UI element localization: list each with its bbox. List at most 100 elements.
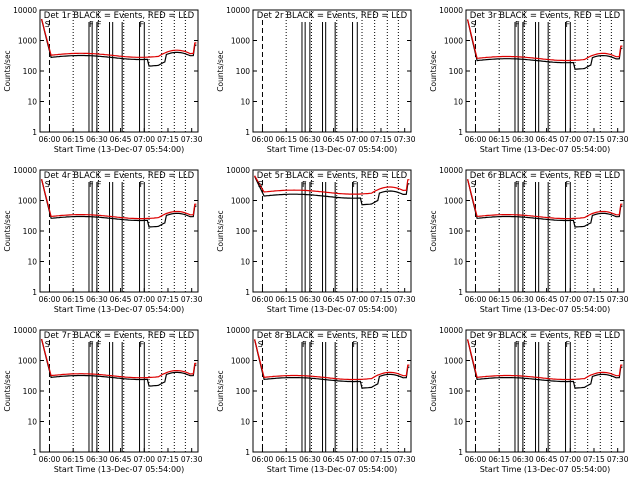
panel-det-8: Det 8r BLACK = Events, RED = LLD 1 10 100 10… (216, 326, 416, 474)
panel-title: Det 5r BLACK = Events, RED = LLD (257, 171, 408, 181)
x-tick-label: 07:15 (583, 455, 605, 464)
y-tick-label: 10 (240, 258, 250, 267)
x-tick-label: 07:00 (346, 135, 368, 144)
x-tick-label: 07:30 (607, 295, 629, 304)
x-tick-label: 07:30 (607, 455, 629, 464)
flag-mark: S (45, 340, 50, 349)
x-tick-label: 07:30 (394, 295, 416, 304)
panel-title: Det 6r BLACK = Events, RED = LLD (470, 171, 621, 181)
flag-mark: F (97, 340, 102, 349)
y-tick-label: 1 (245, 448, 250, 457)
flag-mark: F (353, 180, 358, 189)
y-tick-label: 100 (236, 227, 251, 236)
x-tick-label: 07:30 (394, 135, 416, 144)
y-axis-label: Counts/sec (429, 370, 438, 411)
events-curve (467, 19, 623, 70)
x-tick-label: 07:00 (346, 455, 368, 464)
x-tick-label: 06:45 (536, 135, 558, 144)
y-tick-label: 1 (32, 128, 37, 137)
x-tick-label: 06:30 (512, 135, 534, 144)
x-tick-label: 06:45 (110, 135, 132, 144)
y-tick-label: 1000 (231, 197, 250, 206)
y-tick-label: 10000 (439, 166, 463, 175)
y-tick-label: 10 (27, 418, 37, 427)
x-axis-label: Start Time (13-Dec-07 05:54:00) (480, 305, 611, 314)
events-curve (41, 339, 197, 387)
x-axis-label: Start Time (13-Dec-07 05:54:00) (267, 465, 398, 474)
panel-title: Det 4r BLACK = Events, RED = LLD (44, 171, 195, 181)
x-tick-label: 07:00 (559, 135, 581, 144)
x-tick-label: 07:15 (583, 295, 605, 304)
y-axis-label: Counts/sec (216, 370, 225, 411)
y-axis-label: Counts/sec (3, 50, 12, 91)
x-tick-label: 06:00 (252, 135, 274, 144)
x-tick-label: 06:30 (86, 455, 108, 464)
flag-mark: S (258, 180, 263, 189)
y-tick-label: 10000 (13, 166, 37, 175)
flag-mark: F (140, 20, 145, 29)
flag-mark: F (97, 20, 102, 29)
y-tick-label: 100 (449, 227, 464, 236)
y-tick-label: 10 (453, 258, 463, 267)
y-tick-label: 10000 (226, 166, 250, 175)
flag-mark: S (45, 20, 50, 29)
flag-mark: S (471, 340, 476, 349)
x-tick-label: 06:00 (465, 455, 487, 464)
flag-mark: F (566, 180, 571, 189)
y-tick-label: 1000 (444, 357, 463, 366)
y-tick-label: 10 (27, 258, 37, 267)
events-curve (254, 176, 410, 206)
y-tick-label: 10000 (13, 6, 37, 15)
x-axis-label: Start Time (13-Dec-07 05:54:00) (267, 145, 398, 154)
x-tick-label: 06:00 (39, 455, 61, 464)
x-tick-label: 07:00 (559, 455, 581, 464)
flag-mark: F (523, 340, 528, 349)
y-tick-label: 1000 (444, 37, 463, 46)
events-curve (41, 179, 197, 228)
lld-curve (254, 339, 410, 381)
flag-mark: F (566, 340, 571, 349)
x-tick-label: 06:30 (299, 135, 321, 144)
panel-det-6: Det 6r BLACK = Events, RED = LLD 1 10 100 10… (429, 166, 629, 314)
flag-mark: F (515, 180, 520, 189)
x-tick-label: 07:15 (370, 135, 392, 144)
y-tick-label: 100 (23, 387, 38, 396)
y-tick-label: 1000 (231, 37, 250, 46)
flag-mark: F (89, 340, 94, 349)
y-tick-label: 10000 (439, 6, 463, 15)
y-tick-label: 10 (27, 98, 37, 107)
x-tick-label: 06:15 (275, 295, 297, 304)
lld-curve (467, 19, 623, 62)
flag-mark: S (471, 180, 476, 189)
x-tick-label: 07:15 (370, 455, 392, 464)
x-tick-label: 06:45 (110, 295, 132, 304)
x-tick-label: 06:15 (275, 135, 297, 144)
x-tick-label: 06:45 (323, 135, 345, 144)
x-axis-label: Start Time (13-Dec-07 05:54:00) (54, 145, 185, 154)
x-tick-label: 06:30 (299, 295, 321, 304)
x-tick-label: 07:30 (181, 135, 203, 144)
panel-det-3: Det 3r BLACK = Events, RED = LLD 1 10 100 10… (429, 6, 629, 154)
panel-title: Det 8r BLACK = Events, RED = LLD (257, 331, 408, 341)
x-tick-label: 07:15 (157, 455, 179, 464)
y-tick-label: 1000 (231, 357, 250, 366)
y-tick-label: 100 (236, 67, 251, 76)
x-tick-label: 06:15 (488, 135, 510, 144)
y-tick-label: 10 (453, 418, 463, 427)
y-tick-label: 10000 (439, 326, 463, 335)
flag-mark: F (302, 340, 307, 349)
x-tick-label: 07:00 (133, 295, 155, 304)
y-tick-label: 100 (23, 227, 38, 236)
lld-curve (41, 18, 197, 58)
events-curve (41, 19, 197, 67)
y-tick-label: 100 (23, 67, 38, 76)
x-tick-label: 07:30 (181, 295, 203, 304)
x-tick-label: 07:00 (133, 135, 155, 144)
x-tick-label: 07:30 (181, 455, 203, 464)
flag-mark: F (523, 20, 528, 29)
x-axis-label: Start Time (13-Dec-07 05:54:00) (480, 145, 611, 154)
panel-det-2: Det 2r BLACK = Events, RED = LLD 1 10 100 10… (216, 6, 416, 154)
flag-mark: F (353, 340, 358, 349)
x-tick-label: 07:15 (583, 135, 605, 144)
